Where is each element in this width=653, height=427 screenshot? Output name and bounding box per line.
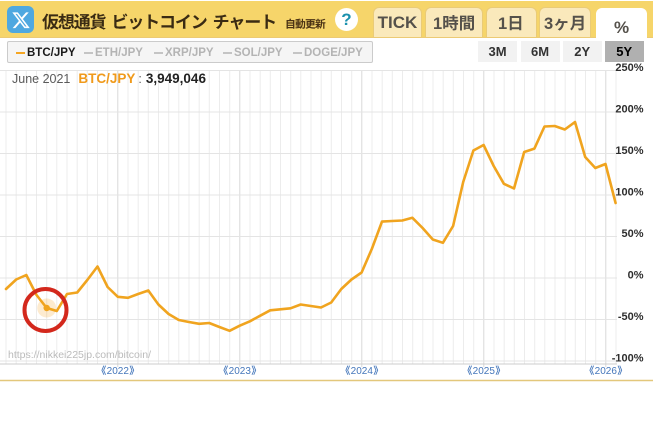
svg-text:100%: 100% [615,187,643,199]
svg-text:3: 3 [544,15,553,33]
svg-text:150%: 150% [615,145,643,157]
svg-text:1: 1 [498,15,507,33]
svg-text:2024: 2024 [351,366,374,377]
svg-text:1: 1 [433,15,442,33]
svg-text:-100%: -100% [612,353,644,365]
svg-text:2023: 2023 [229,366,252,377]
svg-text:2026: 2026 [595,366,618,377]
svg-text:https://nikkei225jp.com/bitcoi: https://nikkei225jp.com/bitcoin/ [8,349,151,361]
svg-text:50%: 50% [621,228,643,240]
svg-text:2025: 2025 [473,366,496,377]
svg-text:2022: 2022 [107,366,130,377]
svg-text:0%: 0% [628,270,644,282]
svg-text:250%: 250% [615,62,643,74]
svg-text:-50%: -50% [618,311,644,323]
svg-text:200%: 200% [615,104,643,116]
